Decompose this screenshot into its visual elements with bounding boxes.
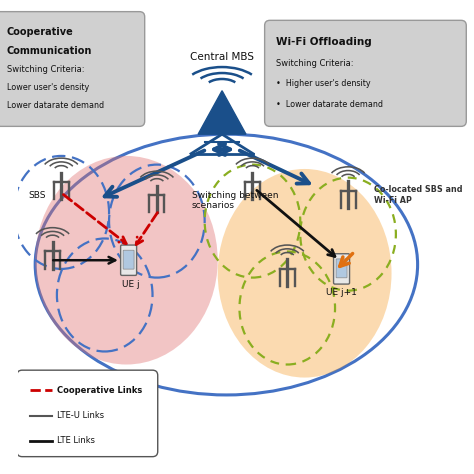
FancyBboxPatch shape: [334, 254, 349, 284]
Ellipse shape: [35, 156, 218, 365]
Text: Switching between
scenarios: Switching between scenarios: [191, 191, 278, 210]
FancyBboxPatch shape: [120, 245, 137, 275]
Polygon shape: [198, 91, 246, 134]
Text: Communication: Communication: [7, 46, 92, 56]
Text: LTE-U Links: LTE-U Links: [57, 411, 104, 420]
Text: Lower user's density: Lower user's density: [7, 83, 89, 92]
FancyBboxPatch shape: [336, 259, 347, 278]
Text: Wi-Fi Offloading: Wi-Fi Offloading: [276, 37, 372, 47]
Text: Cooperative: Cooperative: [7, 27, 73, 37]
Text: Cooperative Links: Cooperative Links: [57, 386, 142, 395]
Text: UE j+1: UE j+1: [326, 289, 357, 298]
Text: LTE Links: LTE Links: [57, 437, 95, 446]
Text: SBS: SBS: [28, 191, 46, 200]
FancyBboxPatch shape: [123, 250, 134, 269]
Text: Switching Criteria:: Switching Criteria:: [276, 58, 354, 67]
Text: Co-located SBS and
Wi-Fi AP: Co-located SBS and Wi-Fi AP: [374, 185, 463, 205]
Text: UE j: UE j: [122, 280, 140, 289]
Text: Central MBS: Central MBS: [190, 53, 254, 63]
FancyBboxPatch shape: [0, 12, 145, 127]
Text: Lower datarate demand: Lower datarate demand: [7, 101, 104, 110]
FancyBboxPatch shape: [17, 370, 158, 456]
Text: •  Higher user's density: • Higher user's density: [276, 79, 371, 88]
FancyBboxPatch shape: [264, 20, 466, 127]
Text: •  Lower datarate demand: • Lower datarate demand: [276, 100, 383, 109]
Text: Switching Criteria:: Switching Criteria:: [7, 64, 84, 73]
Ellipse shape: [218, 169, 392, 378]
